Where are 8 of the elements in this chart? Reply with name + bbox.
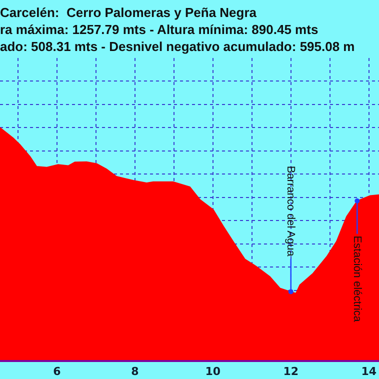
x-tick-label: 10	[205, 365, 221, 378]
annotation: Barranco del Agua	[284, 166, 297, 258]
x-tick-label: 14	[361, 365, 377, 378]
annotation: Estación eléctrica	[351, 236, 364, 323]
chart-title: Carcelén: Cerro Palomeras y Peña Negra ra máxima: 1257.79 mts - Altura mínima: 890.45 mts ado: 508.31 mts - Desnivel negativo acumulado: 595.08 m	[0, 5, 355, 54]
x-tick-label: 12	[283, 365, 299, 378]
x-tick-label: 6	[53, 365, 62, 378]
x-tick-label: 8	[131, 365, 139, 378]
